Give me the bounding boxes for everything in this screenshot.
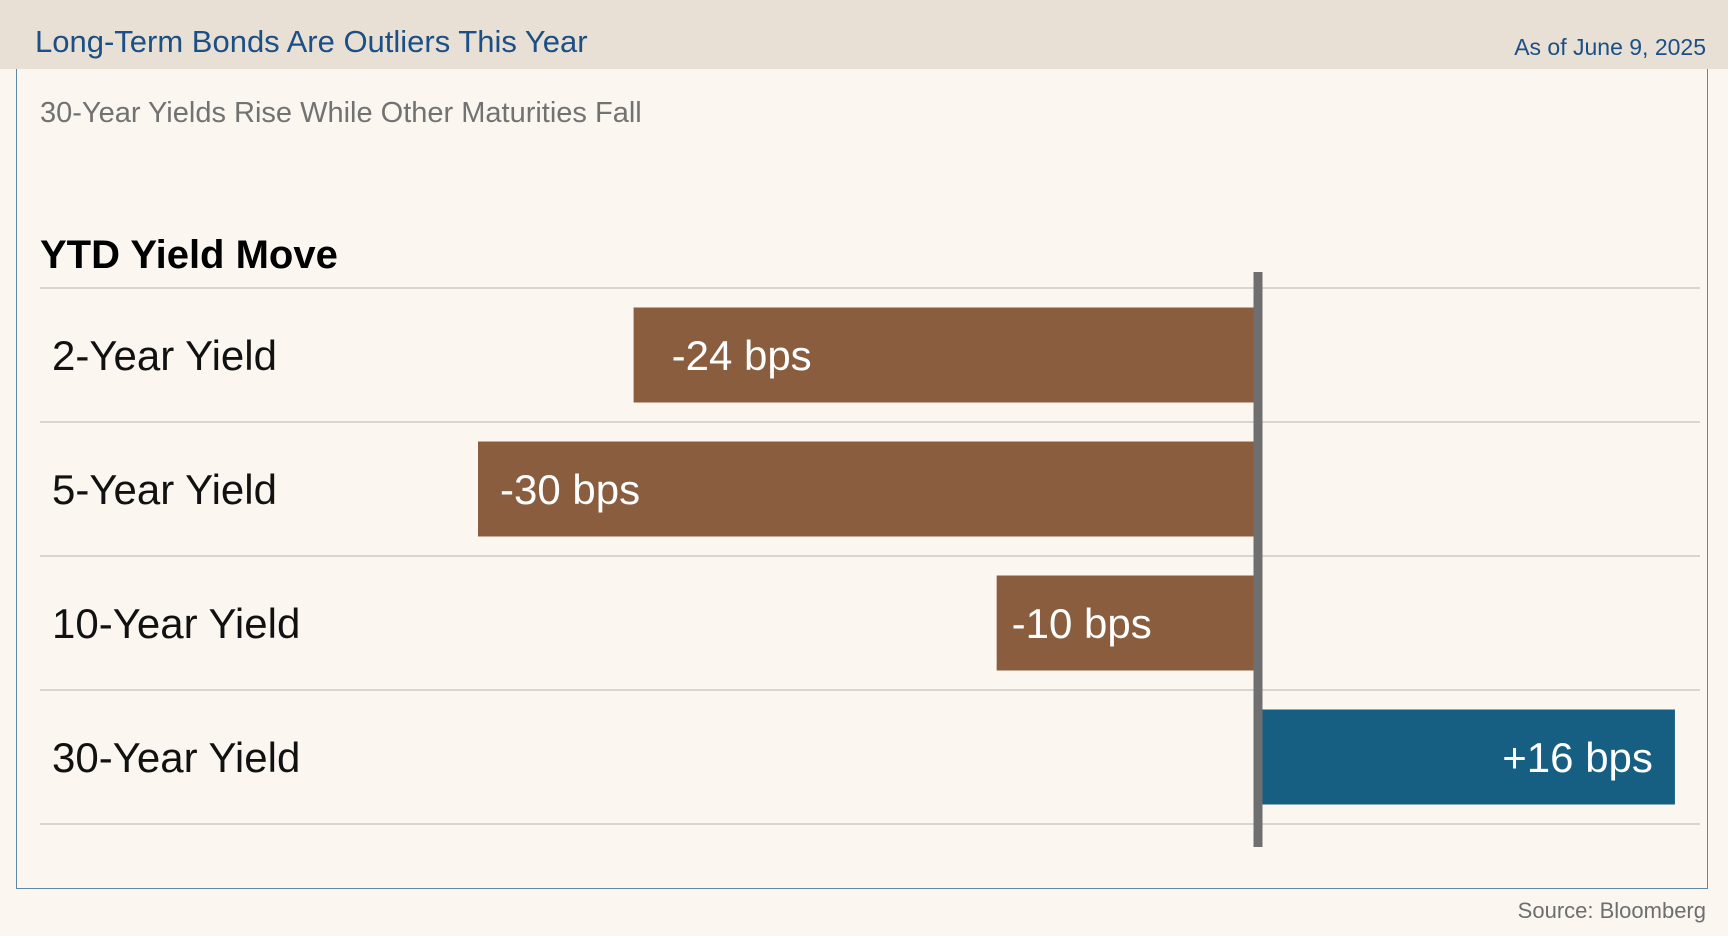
- header-bar: Long-Term Bonds Are Outliers This Year A…: [0, 0, 1728, 69]
- category-label: 10-Year Yield: [52, 600, 300, 647]
- bar-10-year-yield: [996, 575, 1256, 671]
- data-label: -24 bps: [672, 332, 812, 379]
- bar-5-year-yield: [478, 441, 1256, 537]
- bar-30-year-yield: [1260, 709, 1675, 805]
- data-label: -10 bps: [1012, 600, 1152, 647]
- category-label: 2-Year Yield: [52, 332, 277, 379]
- chart-subtitle: 30-Year Yields Rise While Other Maturiti…: [40, 97, 642, 129]
- chart-frame: [16, 69, 1708, 889]
- data-label: -30 bps: [500, 466, 640, 513]
- bar-2-year-yield: [633, 307, 1256, 403]
- chart-title: YTD Yield Move: [40, 233, 338, 277]
- page-title: Long-Term Bonds Are Outliers This Year: [35, 24, 588, 59]
- category-label: 5-Year Yield: [52, 466, 277, 513]
- as-of-date: As of June 9, 2025: [1514, 34, 1706, 60]
- category-label: 30-Year Yield: [52, 734, 300, 781]
- data-label: +16 bps: [1502, 734, 1653, 781]
- source-note: Source: Bloomberg: [1517, 898, 1706, 923]
